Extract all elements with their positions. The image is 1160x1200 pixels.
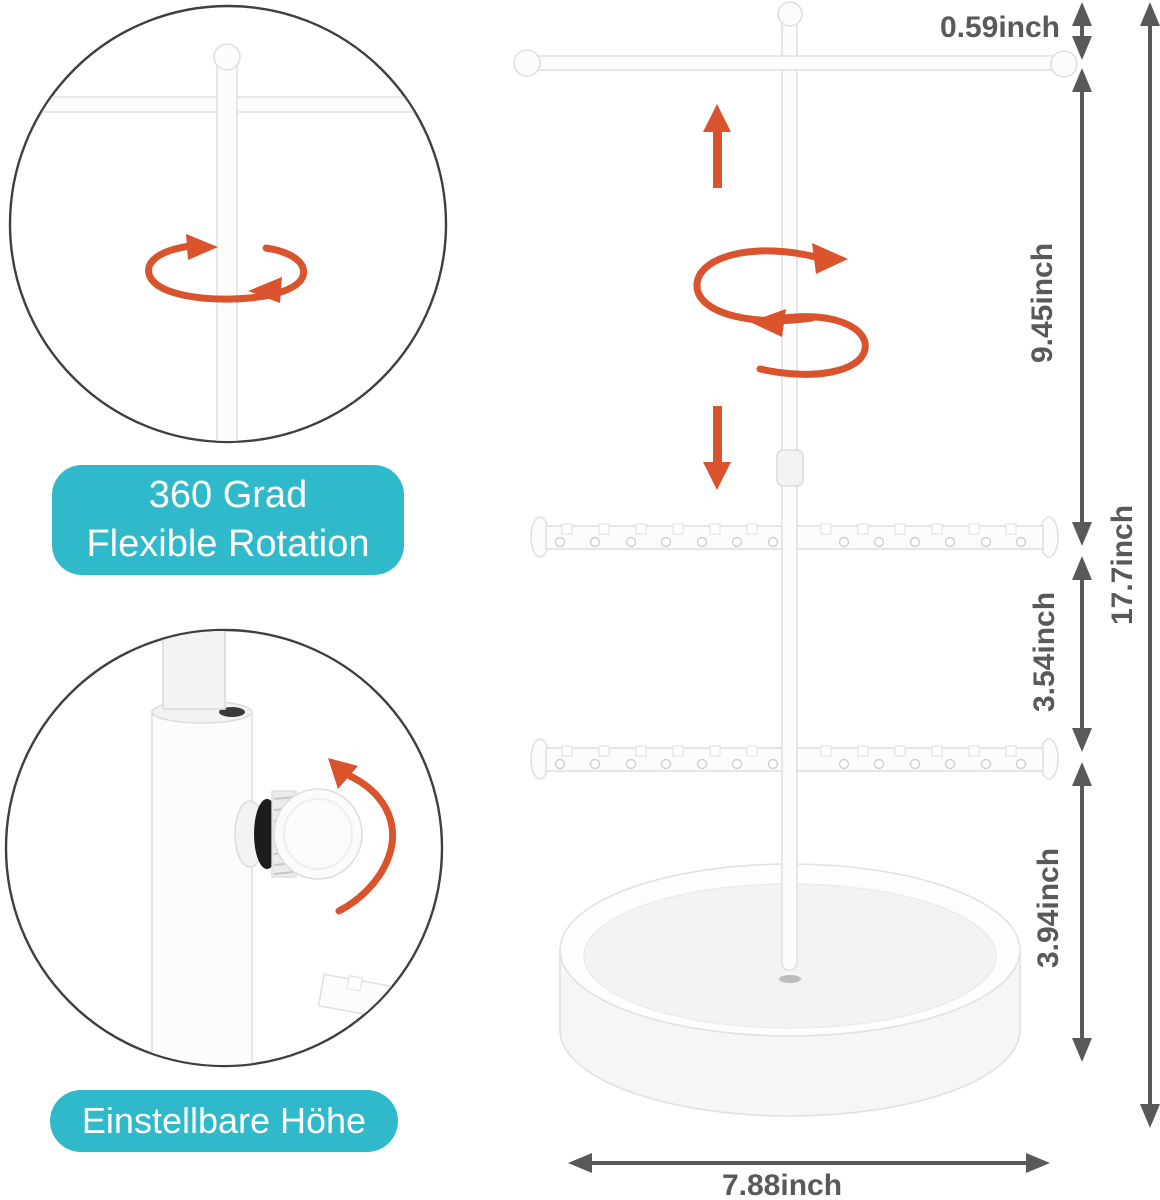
dim-base-width-arrow (568, 1153, 1050, 1173)
pole-ball-finial (777, 1, 803, 27)
inset-knob-detail (4, 628, 444, 1068)
dim-base-section-arrow (1072, 762, 1092, 1062)
height-badge-label: Einstellbare Höhe (81, 1099, 367, 1141)
dim-total-height-arrow (1140, 2, 1160, 1128)
knob-face-inner (283, 798, 353, 870)
dim-bar-diameter-arrow (1072, 2, 1092, 60)
dim-label-top-section: 9.45inch (1026, 242, 1059, 364)
inset-outer-tube (151, 707, 253, 1065)
rotation-ellipse-arrow-icon (145, 234, 308, 303)
knob-face (273, 788, 363, 880)
height-adjust-coupler (776, 449, 804, 487)
jewelry-stand (513, 1, 1078, 1117)
height-feature-badge: Einstellbare Höhe (50, 1090, 398, 1152)
dim-top-section-arrow (1072, 68, 1092, 546)
tbar-ball-left (513, 49, 541, 77)
dimension-lines (568, 2, 1160, 1173)
dim-middle-section-arrow (1072, 556, 1092, 752)
dim-label-base-width: 7.88inch (721, 1169, 843, 1200)
tbar-ball-right (1050, 50, 1078, 78)
curved-rotation-arrow-icon (328, 758, 396, 915)
inset-ball-finial (213, 43, 241, 71)
earring-bar-holes (554, 536, 1027, 548)
down-arrow-icon (703, 406, 731, 490)
inset-inner-pole-top (162, 631, 226, 710)
up-arrow-icon (703, 104, 731, 188)
dim-label-base-section: 3.94inch (1032, 847, 1065, 969)
dim-label-middle-section: 3.54inch (1028, 591, 1061, 713)
rotation-feature-badge: 360 Grad Flexible Rotation (52, 465, 404, 575)
rotation-badge-line1: 360 Grad (148, 473, 308, 516)
pole-base-shadow (779, 975, 801, 983)
inset-pole (216, 57, 238, 441)
stand-pole (781, 17, 798, 971)
stand-tbar (526, 55, 1065, 71)
earring-bar-holes (554, 758, 1027, 770)
rotation-badge-line2: Flexible Rotation (86, 523, 370, 565)
spiral-rotation-arrow-icon (693, 243, 869, 378)
inset-rotation-detail (8, 4, 448, 444)
dim-label-total-height: 17.7inch (1106, 504, 1139, 626)
dim-label-bar-diameter: 0.59inch (939, 11, 1060, 44)
